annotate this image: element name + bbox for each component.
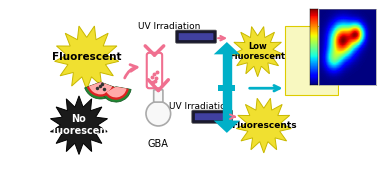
Polygon shape (54, 26, 119, 90)
Wedge shape (85, 82, 116, 99)
Polygon shape (236, 98, 291, 153)
Polygon shape (214, 121, 240, 133)
Text: UV Irradiation: UV Irradiation (169, 102, 232, 111)
FancyBboxPatch shape (154, 90, 163, 102)
Wedge shape (102, 87, 131, 102)
FancyBboxPatch shape (195, 113, 229, 120)
Wedge shape (89, 82, 112, 94)
Polygon shape (232, 27, 283, 77)
FancyBboxPatch shape (179, 33, 213, 40)
Wedge shape (105, 87, 129, 100)
FancyBboxPatch shape (192, 110, 232, 123)
Text: Low
Fluorescent: Low Fluorescent (229, 42, 286, 61)
Text: No
Fluorescent: No Fluorescent (46, 114, 112, 136)
Text: UV Irradiation: UV Irradiation (138, 22, 200, 31)
FancyBboxPatch shape (176, 30, 217, 43)
Text: GBA: GBA (148, 139, 169, 149)
Polygon shape (51, 96, 107, 155)
Wedge shape (107, 87, 127, 98)
Circle shape (146, 101, 170, 126)
FancyBboxPatch shape (218, 85, 235, 91)
Wedge shape (87, 82, 114, 97)
Text: Fluorescent: Fluorescent (52, 52, 121, 62)
FancyBboxPatch shape (147, 53, 162, 88)
Polygon shape (214, 42, 240, 54)
Text: Fluorescents: Fluorescents (231, 121, 297, 130)
FancyBboxPatch shape (285, 26, 338, 95)
